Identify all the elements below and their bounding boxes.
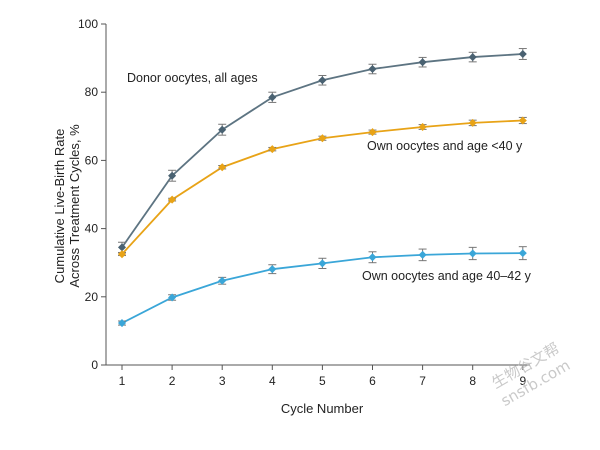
y-tick-label: 0 <box>91 358 98 372</box>
data-point <box>218 125 227 134</box>
data-point <box>318 134 327 143</box>
data-point <box>218 276 227 285</box>
y-tick-label: 20 <box>85 290 99 304</box>
data-point <box>418 58 427 67</box>
data-point <box>117 250 127 259</box>
data-point <box>268 145 277 154</box>
series-layer <box>117 48 527 328</box>
data-point <box>468 249 477 258</box>
watermark: 生物谷文帮 snsfb.com <box>489 339 574 410</box>
data-point <box>368 253 377 262</box>
data-point <box>468 118 477 127</box>
y-tick-label: 80 <box>85 85 99 99</box>
data-point <box>418 122 427 132</box>
data-point <box>268 265 277 274</box>
data-point <box>168 293 177 302</box>
data-point <box>318 259 327 268</box>
data-point <box>418 250 427 259</box>
x-tick-label: 7 <box>419 374 426 388</box>
data-point <box>518 249 527 258</box>
data-point <box>368 128 377 137</box>
y-axis: 0 20 40 60 80 100 <box>78 17 107 372</box>
x-tick-label: 5 <box>319 374 326 388</box>
y-axis-title: Cumulative Live-Birth Rate Across Treatm… <box>52 124 82 288</box>
series-label-own-40-42: Own oocytes and age 40–42 y <box>362 269 532 283</box>
x-tick-label: 9 <box>519 374 526 388</box>
y-axis-title-line-1: Cumulative Live-Birth Rate <box>52 129 67 284</box>
y-tick-label: 40 <box>85 222 99 236</box>
x-tick-label: 1 <box>119 374 126 388</box>
x-tick-label: 8 <box>469 374 476 388</box>
data-point <box>318 76 327 85</box>
x-axis-title: Cycle Number <box>281 401 364 416</box>
x-tick-label: 4 <box>269 374 276 388</box>
y-axis-title-line-2: Across Treatment Cycles, % <box>67 124 82 288</box>
data-point <box>218 163 227 172</box>
series-label-donor: Donor oocytes, all ages <box>127 71 258 85</box>
data-point <box>518 49 527 59</box>
x-ticks: 1 2 3 4 5 6 7 8 9 <box>119 365 526 388</box>
y-ticks: 0 20 40 60 80 100 <box>78 17 106 372</box>
x-tick-label: 3 <box>219 374 226 388</box>
x-tick-label: 6 <box>369 374 376 388</box>
data-point <box>268 93 277 102</box>
data-point <box>468 53 477 62</box>
x-axis: 1 2 3 4 5 6 7 8 9 <box>106 364 530 388</box>
series-label-own-under-40: Own oocytes and age <40 y <box>367 139 523 153</box>
data-point <box>168 195 177 204</box>
y-tick-label: 60 <box>85 153 99 167</box>
x-tick-label: 2 <box>169 374 176 388</box>
series-2 <box>117 246 527 328</box>
data-point <box>368 64 377 74</box>
series-1 <box>117 116 527 259</box>
y-tick-label: 100 <box>78 17 98 31</box>
data-point <box>168 171 177 180</box>
data-point <box>117 319 127 328</box>
data-point <box>518 116 527 125</box>
